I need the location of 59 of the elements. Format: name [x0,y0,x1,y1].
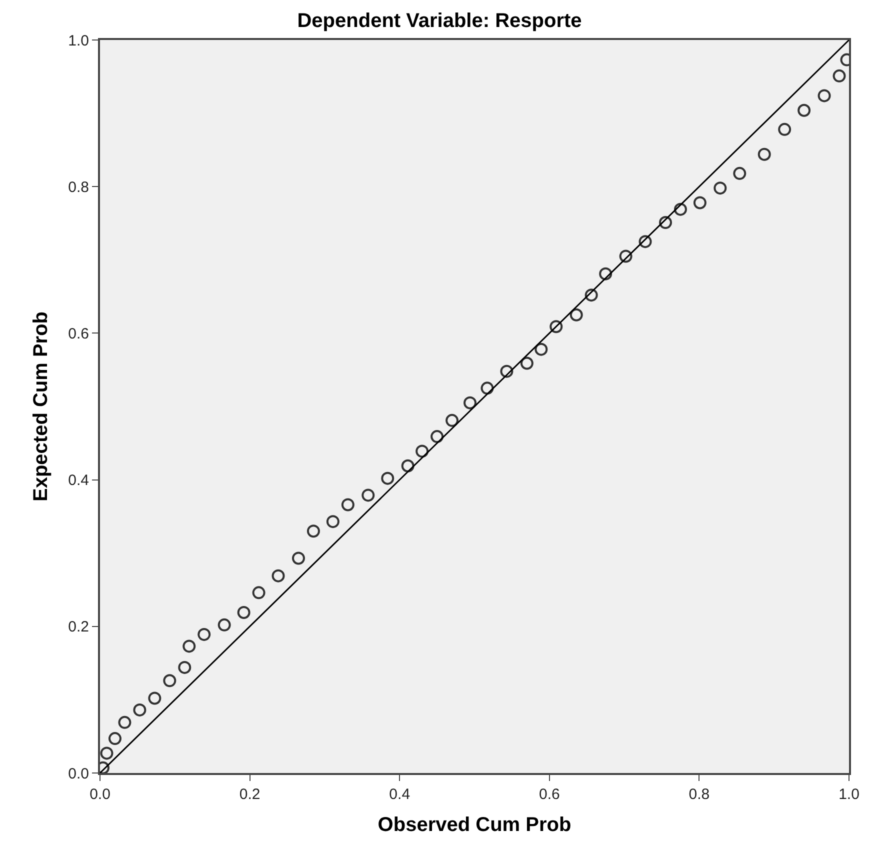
x-tick-label: 0.6 [538,786,560,803]
point [100,746,114,760]
point [798,104,811,117]
point [480,382,494,395]
x-tick-label: 1.0 [838,786,860,803]
point [178,660,192,674]
point [446,414,459,427]
point [619,250,632,263]
y-axis-title: Expected Cum Prob [30,311,52,502]
point [778,122,792,136]
point [252,586,266,600]
y-tick-label: 0.2 [68,618,89,636]
x-tick-label: 0.2 [239,786,260,803]
point [292,552,305,565]
y-tick-label: 0.6 [68,325,89,342]
y-tick-label: 0.4 [68,472,89,490]
point [659,216,672,230]
y-tick-label: 0.0 [68,765,89,782]
point [584,288,598,302]
x-tick-label: 0.4 [389,786,410,803]
point [599,267,612,280]
point [534,342,548,356]
point [362,488,375,502]
point [148,692,162,705]
point [520,356,534,370]
point [118,716,132,729]
point [272,569,285,582]
point [758,148,771,161]
y-tick-label: 0.8 [68,178,89,196]
x-tick-label: 0.0 [90,786,110,803]
point [570,308,583,322]
point [341,498,354,512]
point [550,320,563,334]
point [430,430,444,444]
x-axis-title: Observed Cum Prob [378,814,572,836]
point [401,459,414,472]
point [198,628,211,641]
point [108,732,122,746]
point [182,640,196,653]
point [693,196,706,210]
point [818,89,831,102]
point [381,472,394,485]
point [733,166,746,180]
point [416,444,429,458]
point [218,618,231,632]
point [464,396,477,410]
point [133,703,146,716]
point [326,515,340,528]
point [714,182,727,195]
x-tick-label: 0.8 [688,786,710,803]
point [237,606,250,619]
point [500,364,514,378]
point [832,69,846,82]
point [163,674,176,688]
y-tick-label: 1.0 [68,32,89,50]
point [306,524,320,538]
point [674,202,687,216]
chart-title: Dependent Variable: Resporte [297,10,582,32]
point [638,235,652,248]
